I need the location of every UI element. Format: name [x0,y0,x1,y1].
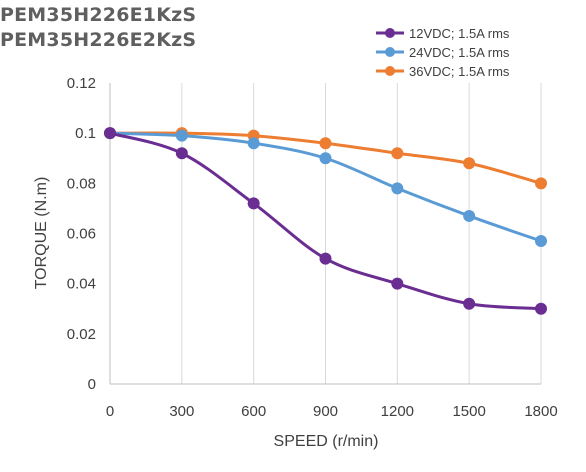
legend-marker [385,66,395,76]
data-point [535,235,547,248]
data-point [319,252,332,265]
data-point [535,177,547,190]
data-point [175,129,188,142]
data-point [175,147,188,160]
y-tick-label: 0.1 [75,125,96,142]
x-tick-label: 900 [313,403,338,420]
x-tick-label: 1200 [381,403,414,420]
chart-title-line-1: PEM35H226E1KzS [0,4,197,26]
legend-marker [385,47,395,57]
series-lines [104,127,547,315]
chart-title-line-2: PEM35H226E2KzS [0,29,197,51]
data-point [463,297,476,310]
x-tick-label: 300 [169,403,194,420]
data-point [247,197,260,210]
data-point [391,147,404,160]
y-tick-label: 0 [88,376,96,393]
x-tick-label: 0 [106,403,114,420]
data-point [247,137,260,150]
x-tick-label: 600 [241,403,266,420]
y-tick-label: 0.08 [67,175,96,192]
grid-lines [181,83,542,384]
data-point [535,302,547,315]
x-tick-label: 1800 [524,403,557,420]
data-point [104,127,116,140]
legend-label: 36VDC; 1.5A rms [409,64,510,79]
y-tick-label: 0.02 [67,326,96,343]
legend-marker [385,28,395,38]
data-point [319,152,332,165]
legend-label: 24VDC; 1.5A rms [409,45,510,60]
y-axis-label: TORQUE (N.m) [33,177,50,290]
legend-label: 12VDC; 1.5A rms [409,26,510,41]
data-point [391,182,404,195]
tick-labels: 0 300 600 900 1200 1500 1800 0 0.02 0.04 0.06 0.08 0… [67,75,558,420]
x-tick-label: 1500 [452,403,485,420]
data-point [463,157,476,170]
legend: 12VDC; 1.5A rms 24VDC; 1.5A rms 36VDC; 1.5… [376,26,510,79]
data-point [463,209,476,222]
y-tick-label: 0.04 [67,276,96,293]
data-point [319,137,332,150]
y-tick-label: 0.06 [67,226,96,243]
y-tick-label: 0.12 [67,75,96,92]
data-point [391,277,404,290]
x-axis-label: SPEED (r/min) [274,433,379,450]
